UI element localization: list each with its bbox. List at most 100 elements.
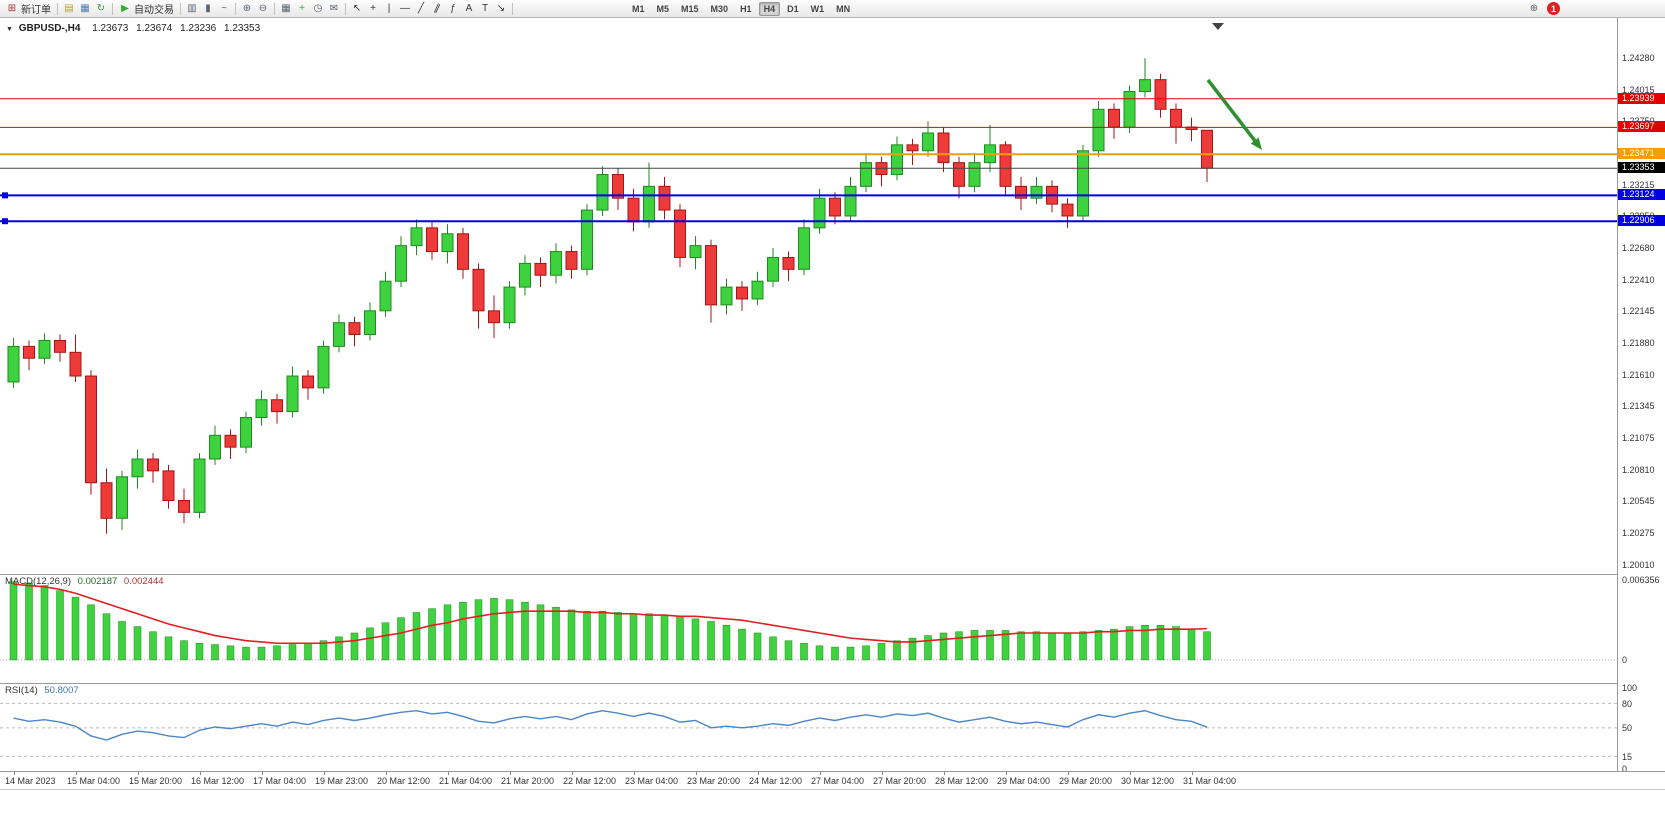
notification-badge[interactable]: 1 bbox=[1547, 2, 1560, 15]
macd-histogram-bar bbox=[1203, 631, 1211, 661]
macd-histogram-bar bbox=[273, 645, 281, 661]
trend-arrow-head[interactable] bbox=[1250, 137, 1262, 150]
indicators-button[interactable]: + bbox=[294, 1, 310, 16]
alerts-button[interactable]: ✉ bbox=[326, 1, 342, 16]
candle-body bbox=[565, 251, 578, 270]
zoom-out-button[interactable]: ⊖ bbox=[255, 1, 271, 16]
timeframe-m1-button[interactable]: M1 bbox=[627, 2, 650, 16]
new-order-button[interactable]: ⊞ 新订单 bbox=[3, 1, 54, 16]
time-axis-tick bbox=[819, 772, 821, 775]
candle-body bbox=[813, 197, 826, 229]
time-label: 16 Mar 12:00 bbox=[191, 776, 245, 786]
macd-histogram-bar bbox=[815, 645, 824, 661]
candle-body bbox=[1077, 150, 1089, 217]
timeframe-m5-button[interactable]: M5 bbox=[652, 2, 675, 16]
macd-histogram-bar bbox=[211, 644, 219, 661]
arrows-icon: ↘ bbox=[496, 3, 506, 14]
period-button[interactable]: ◷ bbox=[310, 1, 326, 16]
symbol-period-label: GBPUSD-,H4 bbox=[18, 23, 81, 34]
collapse-triangle-icon[interactable]: ▼ bbox=[6, 26, 13, 33]
timeframe-h1-button[interactable]: H1 bbox=[735, 2, 757, 16]
time-label: 31 Mar 04:00 bbox=[1183, 776, 1237, 786]
price-tick-label: 1.23215 bbox=[1622, 179, 1655, 190]
candle-body bbox=[782, 256, 795, 270]
text-button[interactable]: A bbox=[461, 1, 477, 16]
toolbar-separator bbox=[274, 2, 275, 15]
line-chart-icon: ~ bbox=[221, 3, 227, 14]
crosshair-button[interactable]: + bbox=[365, 1, 381, 16]
trendline-icon: ╱ bbox=[417, 3, 425, 14]
timeframe-m30-button[interactable]: M30 bbox=[706, 2, 734, 16]
candlestick-chart-button[interactable]: ▮ bbox=[200, 1, 216, 16]
time-axis-tick bbox=[881, 772, 883, 775]
candle-body bbox=[953, 162, 965, 187]
candle-body bbox=[550, 251, 562, 276]
refresh-button[interactable]: ↻ bbox=[93, 1, 109, 16]
toolbar-separator bbox=[345, 2, 346, 15]
trendline-button[interactable]: ╱ bbox=[413, 1, 429, 16]
candle-body bbox=[131, 458, 144, 478]
timeframe-w1-button[interactable]: W1 bbox=[806, 2, 830, 16]
autotrading-button[interactable]: ▶ 自动交易 bbox=[116, 1, 177, 16]
rsi-axis-label: 50 bbox=[1622, 723, 1633, 734]
macd-histogram-bar bbox=[9, 581, 18, 661]
line-drag-handle[interactable] bbox=[2, 192, 8, 199]
cursor-button[interactable]: ↖ bbox=[349, 1, 365, 16]
price-tick-label: 1.20010 bbox=[1622, 559, 1655, 570]
bar-chart-button[interactable]: ▥ bbox=[184, 1, 200, 16]
profiles-button[interactable]: ▤ bbox=[61, 1, 77, 16]
macd-axis-max-label: 0.006356 bbox=[1622, 575, 1660, 586]
search-button[interactable]: ⊕ bbox=[1526, 1, 1542, 16]
line-chart-button[interactable]: ~ bbox=[216, 1, 232, 16]
rsi-panel[interactable] bbox=[0, 683, 1617, 771]
macd-histogram-bar bbox=[784, 640, 793, 661]
search-icon: ⊕ bbox=[1529, 3, 1539, 14]
candle-body bbox=[100, 482, 113, 519]
tile-windows-button[interactable]: ▦ bbox=[278, 1, 294, 16]
new-order-label: 新订单 bbox=[21, 5, 51, 16]
candle-body bbox=[317, 345, 330, 389]
line-drag-handle[interactable] bbox=[2, 218, 8, 225]
timeframe-h4-button[interactable]: H4 bbox=[758, 1, 781, 16]
candle-body bbox=[658, 185, 671, 211]
timeframe-mn-button[interactable]: MN bbox=[831, 2, 855, 16]
candle-body bbox=[162, 470, 175, 501]
macd-histogram-bar bbox=[242, 646, 250, 661]
time-axis-tick bbox=[385, 772, 387, 775]
candle-body bbox=[69, 351, 82, 377]
macd-histogram-bar bbox=[753, 632, 762, 661]
fibonacci-button[interactable]: ƒ bbox=[445, 1, 461, 16]
arrows-button[interactable]: ↘ bbox=[493, 1, 509, 16]
period-icon: ◷ bbox=[313, 3, 323, 14]
refresh-icon: ↻ bbox=[96, 3, 106, 14]
price-scale[interactable]: 1.242801.240151.237501.234851.232151.229… bbox=[1617, 18, 1665, 774]
macd-histogram-bar bbox=[1110, 628, 1118, 661]
right-icon-group: ⊕ bbox=[1526, 1, 1542, 16]
macd-panel[interactable] bbox=[0, 574, 1617, 683]
zoom-in-button[interactable]: ⊕ bbox=[239, 1, 255, 16]
time-label: 27 Mar 04:00 bbox=[811, 776, 865, 786]
macd-histogram-bar bbox=[536, 604, 545, 661]
chart-shift-marker-icon[interactable] bbox=[1212, 23, 1224, 30]
main-chart-panel[interactable] bbox=[0, 18, 1617, 574]
channel-button[interactable]: ∥ bbox=[429, 1, 445, 16]
macd-histogram-bar bbox=[846, 646, 855, 661]
zoom-icon-group: ⊕ ⊖ bbox=[239, 1, 271, 16]
macd-signal-line bbox=[13, 583, 1208, 645]
horizontal-line-button[interactable]: — bbox=[397, 1, 413, 16]
label-button[interactable]: T bbox=[477, 1, 493, 16]
time-axis-tick bbox=[509, 772, 511, 775]
market-watch-button[interactable]: ▦ bbox=[77, 1, 93, 16]
candle-body bbox=[224, 434, 237, 448]
price-tick-label: 1.22145 bbox=[1622, 306, 1655, 317]
macd-histogram-bar bbox=[955, 631, 963, 661]
timeframe-m15-button[interactable]: M15 bbox=[676, 2, 704, 16]
vertical-line-button[interactable]: | bbox=[381, 1, 397, 16]
time-axis[interactable]: 14 Mar 2023 15 Mar 04:00 15 Mar 20:00 16 Ma… bbox=[0, 771, 1665, 790]
time-label: 27 Mar 20:00 bbox=[873, 776, 927, 786]
price-line-badge: 1.22906 bbox=[1618, 215, 1665, 227]
trend-arrow[interactable] bbox=[1206, 78, 1259, 145]
timeframe-d1-button[interactable]: D1 bbox=[782, 2, 804, 16]
candle-body bbox=[240, 417, 252, 448]
